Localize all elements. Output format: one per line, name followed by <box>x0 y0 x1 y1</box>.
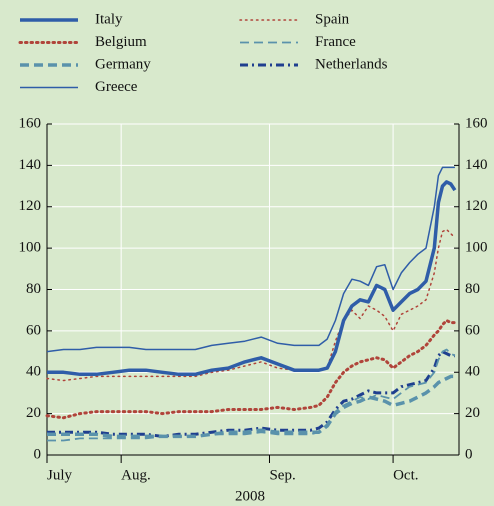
x-tick-label: Oct. <box>393 467 418 483</box>
legend-label: France <box>315 34 356 50</box>
series-line <box>46 166 455 353</box>
legend-label: Netherlands <box>315 56 388 72</box>
legend-label: Spain <box>315 11 350 27</box>
y2-tick-label: 120 <box>465 198 488 214</box>
y-tick-label: 140 <box>19 157 42 173</box>
legend-label: Germany <box>95 56 151 72</box>
y-tick-label: 120 <box>19 198 42 214</box>
series-line <box>45 319 457 420</box>
series-line <box>47 374 455 439</box>
series-line <box>47 350 455 438</box>
legend-label: Belgium <box>95 34 147 50</box>
x-tick-label: Aug. <box>121 467 151 483</box>
y2-tick-label: 60 <box>465 322 480 338</box>
x-tick-label: July <box>47 467 73 483</box>
x-tick-label: Sep. <box>269 467 295 483</box>
y-tick-label: 60 <box>26 322 41 338</box>
y2-tick-label: 80 <box>465 281 480 297</box>
y2-tick-label: 0 <box>465 446 473 462</box>
y-tick-label: 100 <box>19 240 42 256</box>
y-tick-label: 160 <box>19 115 42 131</box>
y-tick-label: 80 <box>26 281 41 297</box>
x-axis-label: 2008 <box>235 488 265 504</box>
legend-label: Greece <box>95 79 138 95</box>
y2-tick-label: 140 <box>465 157 488 173</box>
y-tick-label: 0 <box>34 446 42 462</box>
y2-tick-label: 160 <box>465 115 488 131</box>
y-tick-label: 20 <box>26 405 41 421</box>
y2-tick-label: 100 <box>465 240 488 256</box>
legend-label: Italy <box>95 11 123 27</box>
series-line <box>46 228 456 382</box>
y2-tick-label: 20 <box>465 405 480 421</box>
y2-tick-label: 40 <box>465 364 480 380</box>
series-line <box>47 180 457 377</box>
y-tick-label: 40 <box>26 364 41 380</box>
